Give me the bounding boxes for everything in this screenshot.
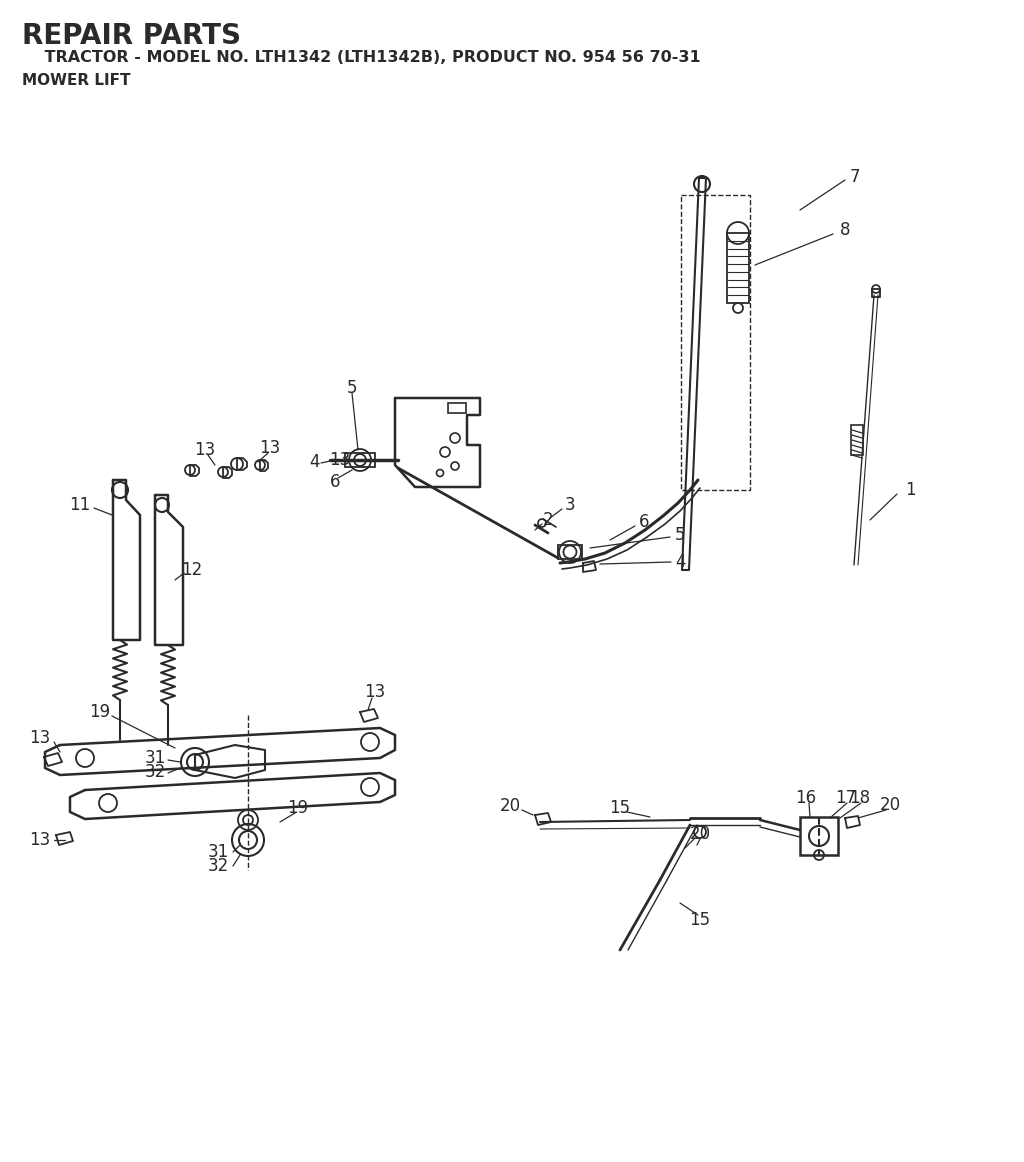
Bar: [345, 453, 375, 467]
Text: 31: 31: [144, 749, 166, 767]
Text: 17: 17: [836, 789, 856, 806]
Text: 11: 11: [70, 496, 91, 514]
Text: 2: 2: [543, 511, 553, 529]
Bar: [872, 289, 880, 297]
Text: 7: 7: [850, 168, 860, 186]
Text: 32: 32: [208, 858, 228, 875]
Text: 5: 5: [675, 526, 685, 544]
Text: 6: 6: [639, 512, 649, 531]
Text: 8: 8: [840, 221, 850, 239]
Text: 13: 13: [30, 831, 50, 849]
Text: 1: 1: [904, 481, 915, 498]
Text: 4: 4: [309, 453, 319, 471]
Text: 13: 13: [195, 442, 216, 459]
Text: 13: 13: [330, 451, 350, 469]
Text: 15: 15: [689, 911, 711, 928]
Text: 20: 20: [689, 825, 711, 842]
Text: 15: 15: [609, 799, 631, 817]
Text: 12: 12: [181, 561, 203, 579]
Text: 20: 20: [500, 797, 520, 815]
Text: 13: 13: [259, 439, 281, 457]
Bar: [558, 545, 582, 559]
Text: 18: 18: [850, 789, 870, 806]
Text: 6: 6: [330, 473, 340, 492]
Text: 5: 5: [347, 379, 357, 397]
Text: 13: 13: [365, 683, 386, 701]
Text: 31: 31: [208, 842, 228, 861]
Bar: [727, 234, 749, 303]
Text: MOWER LIFT: MOWER LIFT: [22, 73, 130, 88]
Text: 16: 16: [796, 789, 816, 806]
Text: 4: 4: [675, 553, 685, 571]
Text: 19: 19: [288, 799, 308, 817]
Text: 20: 20: [880, 796, 900, 815]
Text: 19: 19: [89, 703, 111, 720]
Bar: [800, 817, 838, 855]
Bar: [449, 403, 466, 413]
Text: 32: 32: [144, 763, 166, 781]
Text: REPAIR PARTS: REPAIR PARTS: [22, 22, 241, 50]
Bar: [851, 425, 863, 456]
Text: TRACTOR - MODEL NO. LTH1342 (LTH1342B), PRODUCT NO. 954 56 70-31: TRACTOR - MODEL NO. LTH1342 (LTH1342B), …: [22, 50, 700, 65]
Text: 3: 3: [564, 496, 575, 514]
Text: 13: 13: [30, 729, 50, 747]
